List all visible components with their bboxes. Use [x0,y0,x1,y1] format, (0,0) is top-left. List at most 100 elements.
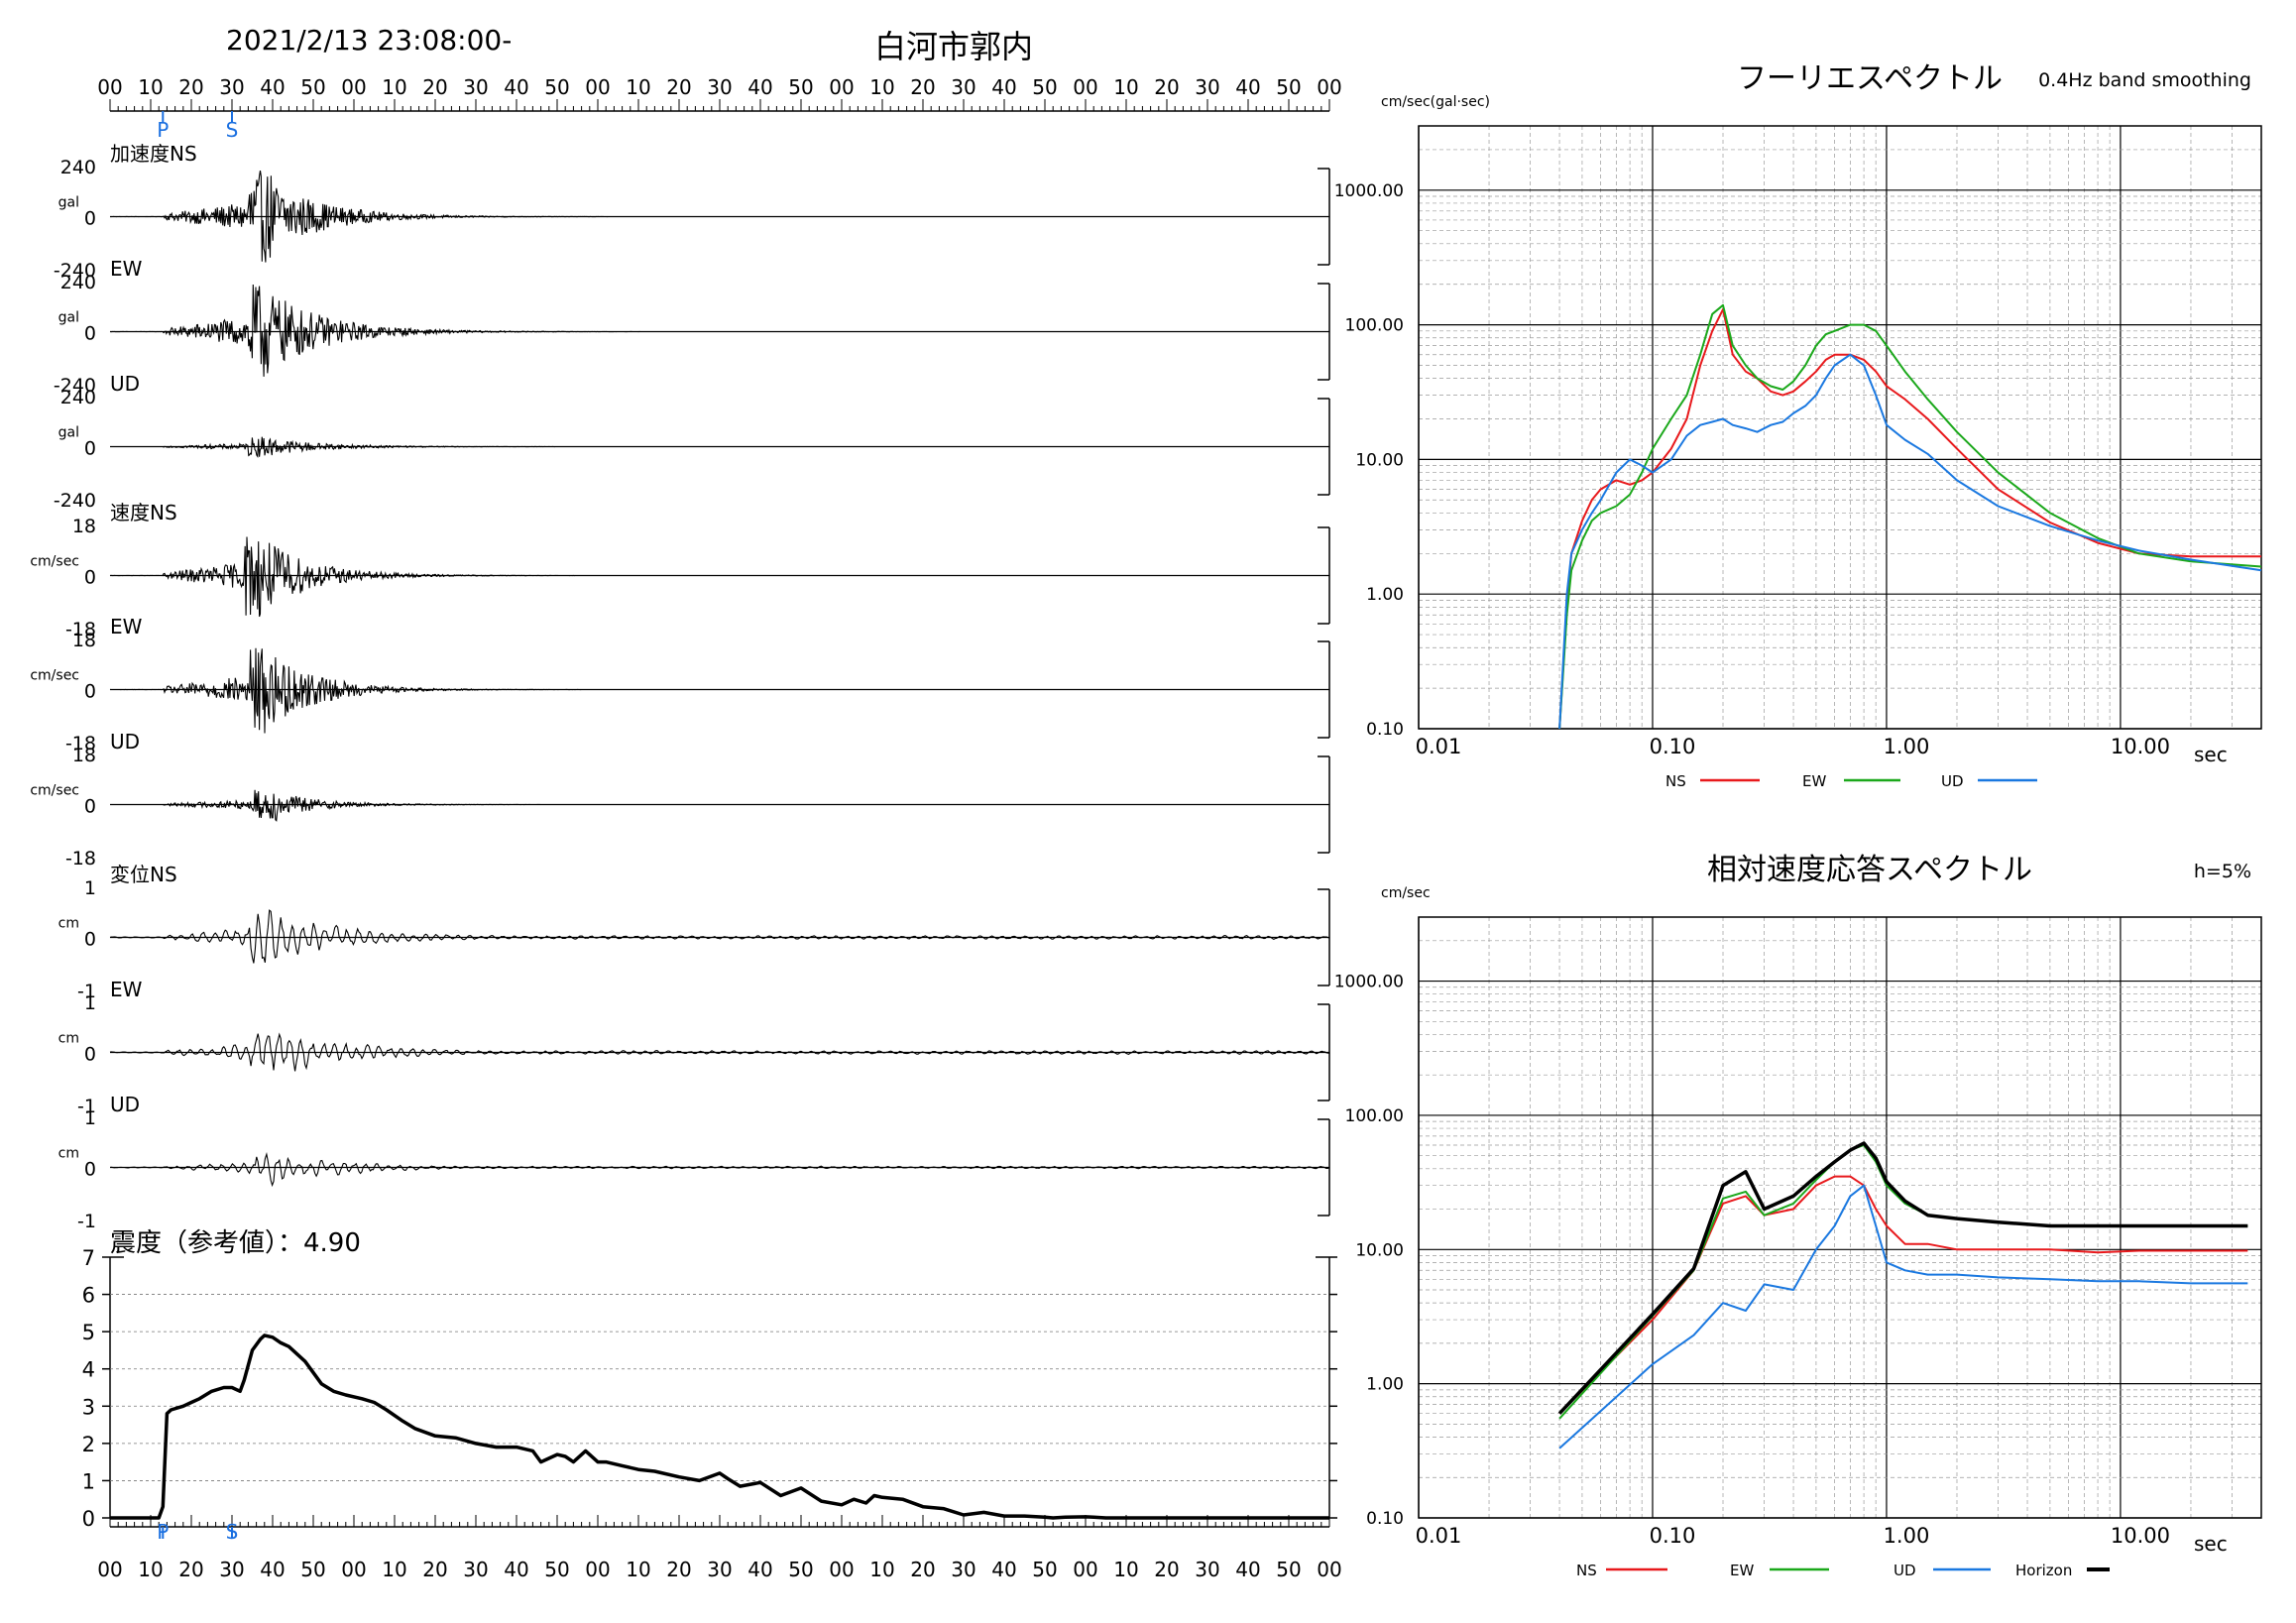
legend-label: UD [1894,1562,1916,1579]
intensity-y-tick-label: 6 [82,1284,95,1308]
legend-label: UD [1941,772,1964,790]
top-time-tick-label: 30 [463,75,488,99]
bottom-time-tick-label: 50 [300,1558,325,1581]
spectrum-x-tick-label: 0.10 [1650,735,1696,758]
panel-zero-label: 0 [84,323,96,345]
spectrum-y-unit-label: cm/sec(gal·sec) [1381,94,1490,110]
bottom-time-tick-label: 10 [382,1558,406,1581]
top-time-tick-label: 50 [1276,75,1301,99]
spectrum-y-tick-label: 10.00 [1355,1240,1404,1260]
intensity-y-tick-label: 5 [82,1321,95,1344]
legend-label: EW [1730,1562,1754,1579]
top-time-tick-label: 40 [747,75,772,99]
spectrum-y-unit-label: cm/sec [1381,885,1431,901]
top-time-tick-label: 00 [341,75,366,99]
panel-name-label: UD [110,1093,140,1116]
spectrum-x-unit-label: sec [2194,1532,2228,1556]
spectrum-x-tick-label: 0.10 [1650,1524,1696,1548]
spectrum-series-ud [1558,353,2262,730]
panel-ymax-label: 1 [84,992,96,1014]
panel-ymax-label: 18 [72,630,96,651]
panel-name-label: EW [110,257,143,281]
waveform-trace [109,909,1330,964]
top-time-tick-label: 00 [829,75,854,99]
panel-ymax-label: 1 [84,1107,96,1129]
panel-unit-label: cm [58,1146,79,1162]
panel-unit-label: gal [58,310,79,326]
bottom-time-tick-label: 20 [666,1558,691,1581]
spectrum-y-tick-label: 1.00 [1366,1375,1404,1395]
top-time-tick-label: 30 [707,75,732,99]
intensity-y-tick-label: 0 [82,1507,95,1531]
top-time-tick-label: 50 [788,75,813,99]
spectrum-y-tick-label: 1000.00 [1334,181,1404,201]
top-time-tick-label: 00 [97,75,122,99]
top-time-tick-label: 20 [666,75,691,99]
panel-unit-label: gal [58,425,79,441]
panel-ymin-label: -240 [54,260,96,282]
spectrum-x-tick-label: 1.00 [1884,735,1930,758]
panel-ymax-label: 18 [72,516,96,537]
spectrum-title: 相対速度応答スペクトル [1707,853,2032,887]
spectrum-x-tick-label: 0.01 [1416,735,1462,758]
top-time-tick-label: 30 [219,75,244,99]
panel-unit-label: gal [58,195,79,211]
spectrum-title: フーリエスペクトル [1737,61,2003,96]
top-time-tick-label: 40 [260,75,285,99]
waveform-trace [109,1152,1330,1188]
spectrum-y-tick-label: 0.10 [1366,720,1404,740]
waveform-trace [110,436,1329,458]
bottom-time-tick-label: 00 [585,1558,610,1581]
panel-ymax-label: 240 [60,272,96,293]
bottom-time-tick-label: 40 [1235,1558,1260,1581]
top-time-tick-label: 00 [1317,75,1341,99]
panel-unit-label: cm [58,1031,79,1047]
spectrum-y-tick-label: 1.00 [1366,585,1404,605]
top-time-tick-label: 00 [1073,75,1097,99]
intensity-series-line [110,1333,1329,1520]
spectrum-subtitle: 0.4Hz band smoothing [2038,69,2251,91]
waveform-trace [109,647,1329,734]
spectrum-y-tick-label: 1000.00 [1334,973,1404,992]
legend-label: Horizon [2015,1562,2072,1579]
panel-zero-label: 0 [84,1159,96,1181]
panel-ymin-label: -240 [54,375,96,397]
top-time-tick-label: 10 [626,75,650,99]
spectrum-series-ns [1558,1175,2248,1415]
top-time-tick-label: 50 [1032,75,1057,99]
bottom-time-tick-label: 00 [1317,1558,1341,1581]
phase-marker-bottom-label: P [157,1520,169,1544]
spectrum-frame [1418,125,2262,730]
panel-zero-label: 0 [84,796,96,818]
spectrum-y-tick-label: 0.10 [1366,1509,1404,1529]
top-time-tick-label: 50 [300,75,325,99]
bottom-time-tick-label: 00 [829,1558,854,1581]
bottom-time-tick-label: 20 [1154,1558,1179,1581]
phase-marker-label: P [157,118,169,142]
spectrum-subtitle: h=5% [2194,861,2251,882]
spectrum-series-horizon [1557,1141,2248,1415]
bottom-time-tick-label: 10 [1113,1558,1138,1581]
panel-zero-label: 0 [84,438,96,460]
bottom-time-tick-label: 20 [422,1558,447,1581]
panel-zero-label: 0 [84,567,96,589]
datetime-label: 2021/2/13 23:08:00- [226,24,513,57]
panel-ymin-label: -1 [77,981,96,1002]
panel-ymin-label: -18 [65,848,96,869]
bottom-time-tick-label: 30 [219,1558,244,1581]
intensity-y-tick-label: 1 [82,1469,95,1493]
panel-name-label: 変位NS [110,863,177,886]
bottom-time-tick-label: 50 [1032,1558,1057,1581]
bottom-time-tick-label: 00 [97,1558,122,1581]
intensity-title: 震度（参考値）：4.90 [110,1228,361,1258]
panel-name-label: EW [110,978,143,1001]
spectrum-x-tick-label: 0.01 [1416,1524,1462,1548]
top-time-tick-label: 10 [869,75,894,99]
top-time-tick-label: 10 [382,75,406,99]
spectrum-x-tick-label: 1.00 [1884,1524,1930,1548]
panel-ymin-label: -1 [77,1096,96,1117]
spectrum-x-tick-label: 10.00 [2111,735,2170,758]
top-time-tick-label: 30 [1195,75,1219,99]
